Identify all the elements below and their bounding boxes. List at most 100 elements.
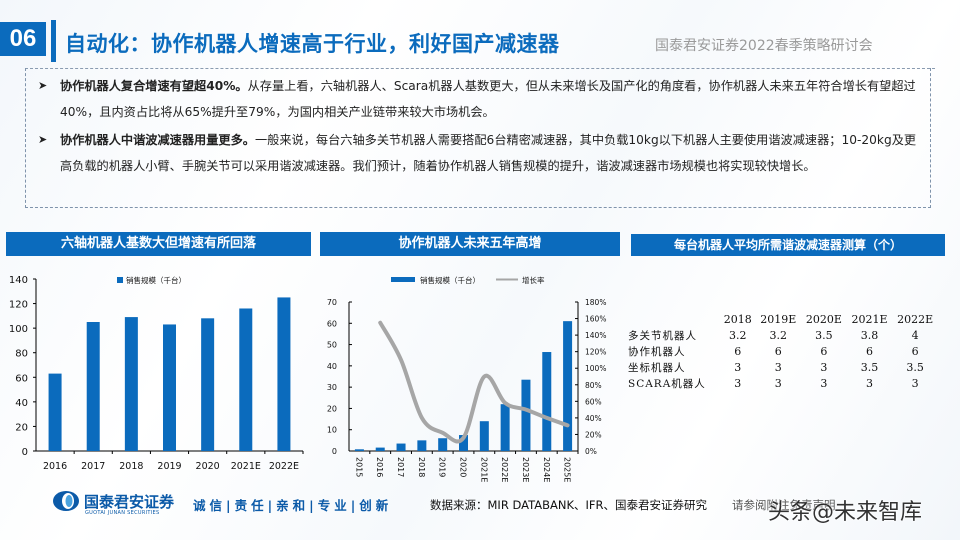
- disclaimer-note: 请参阅附注免责声明: [732, 498, 836, 512]
- svg-text:60%: 60%: [585, 397, 602, 406]
- svg-text:0: 0: [332, 447, 337, 456]
- svg-text:20: 20: [327, 404, 337, 413]
- svg-text:2021E: 2021E: [479, 457, 488, 482]
- svg-text:20%: 20%: [585, 430, 602, 439]
- svg-text:40%: 40%: [585, 414, 602, 423]
- svg-text:2024E: 2024E: [542, 457, 551, 482]
- svg-text:2019: 2019: [157, 461, 181, 472]
- middle-panel-title: 协作机器人未来五年高增: [320, 232, 620, 256]
- svg-text:2022E: 2022E: [500, 457, 509, 482]
- bullet-2-text: 一般来说，每台六轴多关节机器人需要搭配6台精密减速器，其中负载10kg以下机器人…: [60, 133, 917, 173]
- header-divider: [25, 68, 935, 69]
- svg-text:60: 60: [327, 319, 337, 328]
- bar: [563, 321, 573, 451]
- svg-text:2016: 2016: [43, 461, 67, 472]
- bar: [239, 308, 253, 451]
- svg-text:2017: 2017: [396, 457, 405, 477]
- column-header: 2018: [723, 312, 752, 326]
- left-panel-title: 六轴机器人基数大但增速有所回落: [6, 232, 311, 256]
- table-header-row: 2018 2019E 2020E 2021E 2022E: [628, 311, 938, 327]
- svg-text:2023E: 2023E: [521, 457, 530, 482]
- bar: [86, 322, 100, 451]
- row-label: 协作机器人: [628, 345, 686, 358]
- bar: [375, 447, 385, 451]
- table-cell: 3: [866, 376, 874, 390]
- page-title: 自动化：协作机器人增速高于行业，利好国产减速器: [65, 32, 560, 56]
- table-cell: 6: [820, 344, 828, 358]
- cobot-sales-growth-chart: 0 10 20 30 40 50 60 70 0% 20% 40% 60% 80% 100% 120% 140…: [327, 275, 607, 482]
- table-cell: 3: [820, 376, 828, 390]
- bar: [417, 440, 427, 451]
- svg-text:100: 100: [9, 324, 28, 335]
- svg-text:增长率: 增长率: [522, 275, 545, 285]
- table-cell: 3: [820, 360, 828, 374]
- company-logo-icon: [53, 491, 79, 511]
- svg-text:80: 80: [15, 349, 28, 360]
- brand-name: 国泰君安证券: [84, 493, 175, 511]
- bullet-1-heading: 协作机器人复合增速有望超40%。: [60, 79, 248, 93]
- column-header: 2021E: [851, 312, 888, 326]
- svg-text:10: 10: [327, 426, 337, 435]
- bullet-2-heading: 协作机器人中谐波减速器用量更多。: [60, 133, 255, 147]
- svg-text:40: 40: [15, 398, 28, 409]
- svg-text:2016: 2016: [375, 457, 384, 477]
- table-cell: 3.5: [860, 360, 879, 374]
- svg-text:2020: 2020: [196, 461, 220, 472]
- bar: [542, 352, 552, 451]
- svg-text:2019: 2019: [438, 457, 447, 477]
- svg-text:2018: 2018: [417, 457, 426, 477]
- bar: [396, 443, 406, 451]
- table-cell: 6: [866, 344, 874, 358]
- column-header: 2020E: [805, 312, 842, 326]
- title-accent-bar: [51, 20, 56, 62]
- six-axis-robot-sales-chart: 0 20 40 60 80 100 120 140 2016 2017 2018 2019 2020 20…: [9, 275, 304, 472]
- column-header: 2022E: [897, 312, 934, 326]
- bar: [201, 318, 215, 451]
- table-cell: 6: [911, 344, 919, 358]
- bullet-1-text: 从存量上看，六轴机器人、Scara机器人基数更大，但从未来增长及国产化的角度看，…: [60, 79, 916, 119]
- table-cell: 3: [774, 360, 782, 374]
- arrow-bullet-icon: ➤: [38, 133, 48, 146]
- svg-text:60: 60: [15, 373, 28, 384]
- bullet-1: ➤ 协作机器人复合增速有望超40%。从存量上看，六轴机器人、Scara机器人基数…: [38, 73, 918, 125]
- table-cell: 3: [774, 376, 782, 390]
- row-label: SCARA机器人: [628, 377, 706, 390]
- table-cell: 6: [774, 344, 782, 358]
- svg-text:2022E: 2022E: [269, 461, 299, 472]
- table-cell: 3: [911, 376, 919, 390]
- table-cell: 3.5: [906, 360, 924, 374]
- table-row: 坐标机器人 3 3 3 3.5 3.5: [628, 359, 938, 375]
- bullet-2: ➤ 协作机器人中谐波减速器用量更多。一般来说，每台六轴多关节机器人需要搭配6台精…: [38, 127, 918, 179]
- bar: [277, 297, 291, 451]
- bar: [459, 435, 468, 451]
- svg-text:20: 20: [15, 422, 28, 433]
- row-label: 多关节机器人: [628, 329, 697, 342]
- arrow-bullet-icon: ➤: [38, 79, 48, 92]
- table-row: 多关节机器人 3.2 3.2 3.5 3.8 4: [628, 327, 938, 343]
- svg-text:2015: 2015: [354, 457, 363, 477]
- bar: [163, 324, 176, 451]
- svg-text:0: 0: [22, 447, 28, 458]
- table-cell: 3.2: [728, 328, 747, 342]
- bar: [438, 438, 448, 451]
- svg-text:140: 140: [9, 275, 28, 286]
- right-panel-title: 每台机器人平均所需谐波减速器测算（个）: [631, 234, 945, 256]
- legend-swatch-bar: [391, 277, 415, 282]
- bar: [354, 449, 364, 451]
- svg-text:30: 30: [327, 383, 337, 392]
- svg-text:180%: 180%: [585, 298, 606, 307]
- section-number: 06: [0, 22, 46, 56]
- table-cell: 3: [734, 360, 742, 374]
- table-cell: 3: [734, 376, 742, 390]
- bar: [521, 379, 531, 451]
- table-cell: 3.2: [769, 328, 788, 342]
- svg-text:120%: 120%: [585, 348, 606, 357]
- svg-text:140%: 140%: [585, 331, 606, 340]
- svg-text:70: 70: [327, 298, 337, 307]
- svg-text:2017: 2017: [81, 461, 105, 472]
- company-motto: 诚信|责任|亲和|专业|创新: [193, 498, 393, 513]
- svg-text:120: 120: [9, 300, 28, 311]
- table-cell: 4: [911, 328, 919, 342]
- table-cell: 3.8: [860, 328, 879, 342]
- legend-swatch: [117, 277, 123, 283]
